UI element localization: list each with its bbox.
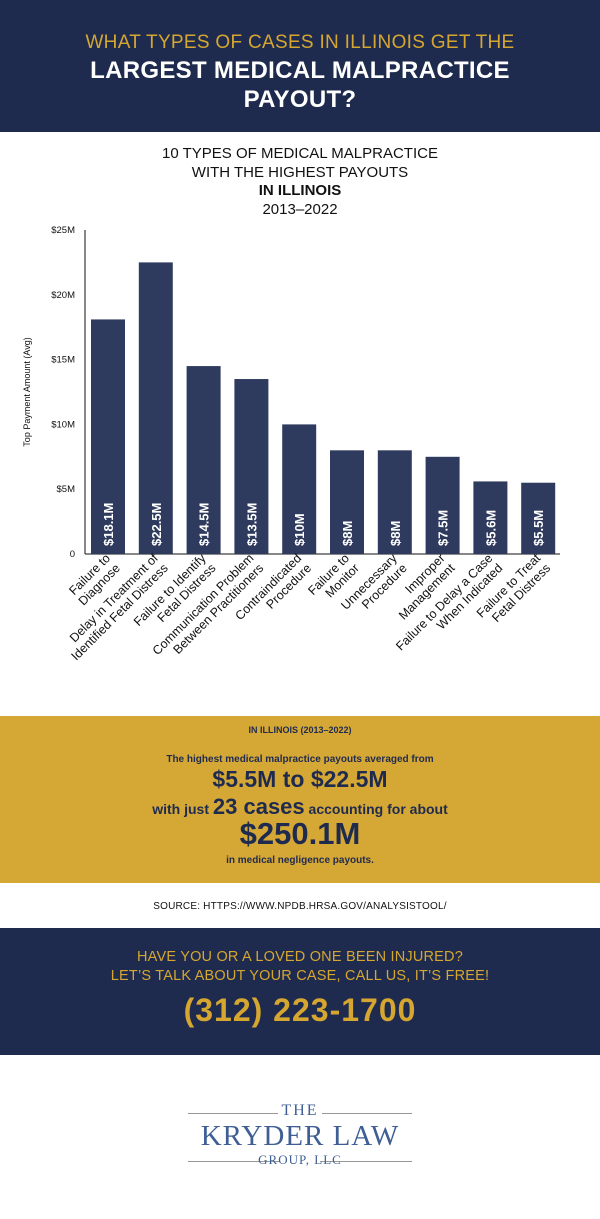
- logo-group: GROUP, LLC: [258, 1152, 342, 1167]
- summary-line-3: in medical negligence payouts.: [226, 855, 374, 866]
- bar-data-label: $14.5M: [197, 503, 212, 546]
- y-tick-label: $5M: [57, 484, 76, 495]
- logo-rule-bottom-right: [320, 1161, 412, 1162]
- y-tick-label: $20M: [51, 290, 75, 301]
- bar: [138, 262, 173, 554]
- summary-line-2-pre: with just: [152, 801, 209, 817]
- bar: [282, 424, 317, 554]
- bar-data-label: $13.5M: [244, 503, 259, 546]
- summary-line-2-post: accounting for about: [308, 801, 448, 817]
- y-tick-label: $25M: [51, 225, 75, 236]
- chart-title-line-2: WITH THE HIGHEST PAYOUTS: [191, 163, 409, 181]
- summary-cases: 23 cases: [212, 794, 305, 819]
- bar: [234, 379, 269, 554]
- y-axis-label: Top Payment Amount (Avg): [22, 337, 32, 446]
- bar-data-label: $10M: [292, 513, 307, 546]
- summary-panel: IN ILLINOIS (2013–2022) The highest medi…: [0, 716, 600, 883]
- summary-range: $5.5M to $22.5M: [212, 766, 388, 792]
- bar-data-label: $5.5M: [531, 510, 546, 546]
- y-tick-label: $15M: [51, 355, 75, 366]
- logo-rule-bottom-left: [188, 1161, 280, 1162]
- bar: [425, 456, 460, 554]
- bar-data-label: $18.1M: [101, 503, 116, 546]
- summary-total: $250.1M: [239, 816, 361, 851]
- chart-title: 10 TYPES OF MEDICAL MALPRACTICE WITH THE…: [0, 145, 600, 219]
- y-tick-label: 0: [70, 549, 75, 560]
- y-tick-label: $10M: [51, 419, 75, 430]
- chart-subtitle: IN ILLINOIS: [258, 182, 342, 199]
- cta-banner: HAVE YOU OR A LOVED ONE BEEN INJURED? LE…: [0, 928, 600, 1055]
- header-pretitle: WHAT TYPES OF CASES IN ILLINOIS GET THE: [85, 32, 515, 53]
- bar: [91, 319, 125, 554]
- summary-heading: IN ILLINOIS (2013–2022): [248, 725, 352, 735]
- firm-logo: THE KRYDER LAW GROUP, LLC: [0, 1100, 600, 1180]
- logo-rule-left: [188, 1113, 278, 1114]
- bar: [377, 450, 412, 554]
- bar: [521, 482, 556, 554]
- bar-chart: 0 $5M $10M $15M $20M $25M Top Payment Amount (…: [22, 225, 560, 663]
- source-note: SOURCE: HTTPS://WWW.NPDB.HRSA.GOV/ANALYS…: [153, 901, 447, 912]
- bar-data-label: $22.5M: [149, 503, 164, 546]
- header-title: LARGEST MEDICAL MALPRACTICE PAYOUT?: [90, 57, 510, 113]
- chart-title-line-1: 10 TYPES OF MEDICAL MALPRACTICE: [162, 145, 438, 162]
- bar: [330, 450, 364, 554]
- bar-data-label: $5.6M: [483, 510, 498, 546]
- header-banner: WHAT TYPES OF CASES IN ILLINOIS GET THE …: [0, 0, 600, 132]
- logo-rule-right: [322, 1113, 412, 1114]
- cta-phone[interactable]: (312) 223-1700: [183, 992, 417, 1028]
- logo-name: KRYDER LAW: [200, 1120, 400, 1152]
- bar-data-label: $7.5M: [436, 510, 451, 546]
- chart-period: 2013–2022: [262, 200, 338, 218]
- summary-line-2: with just 23 cases accounting for about: [0, 794, 600, 820]
- cta-line-1: HAVE YOU OR A LOVED ONE BEEN INJURED?: [137, 949, 463, 965]
- bar-data-label: $8M: [340, 521, 355, 546]
- logo-the: THE: [281, 1102, 319, 1119]
- cta-line-2: LET’S TALK ABOUT YOUR CASE, CALL US, IT’…: [110, 968, 490, 984]
- bar: [473, 481, 508, 554]
- summary-line-1: The highest medical malpractice payouts …: [166, 754, 434, 765]
- bar-data-label: $8M: [388, 521, 403, 546]
- bar: [186, 366, 221, 554]
